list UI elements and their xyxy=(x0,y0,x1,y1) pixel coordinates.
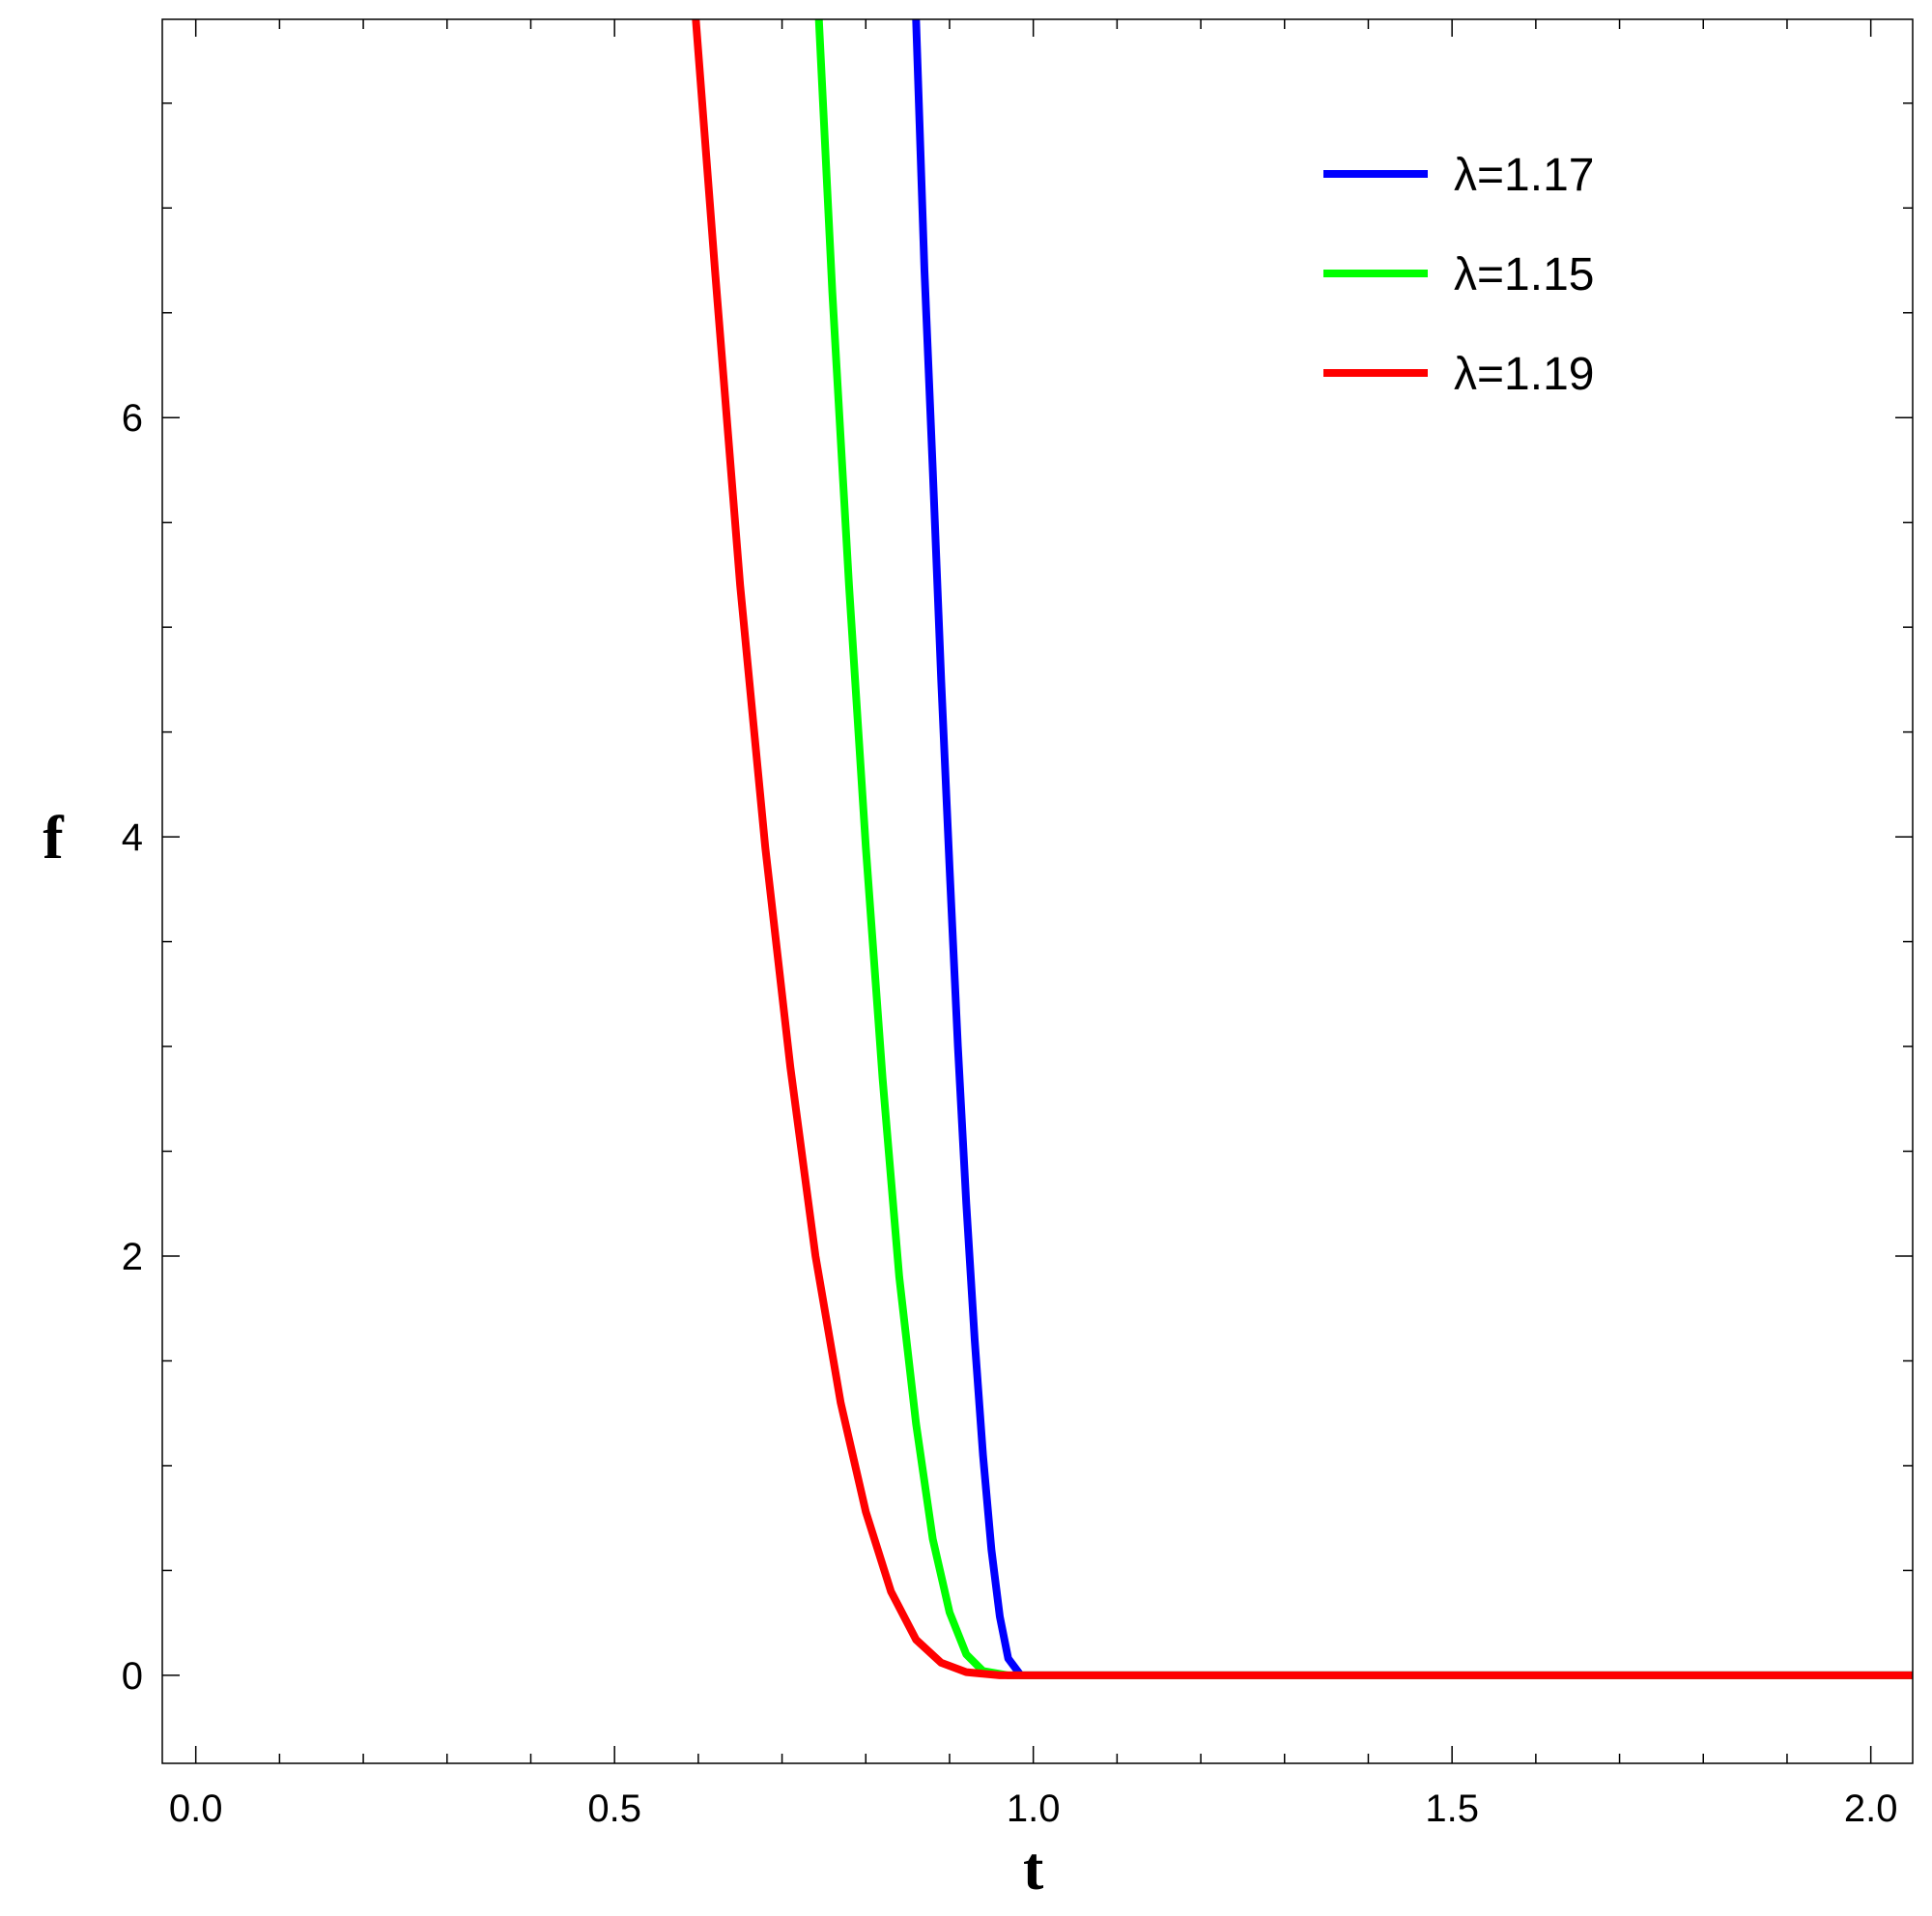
x-tick-label: 2.0 xyxy=(1844,1787,1898,1830)
y-tick-label: 4 xyxy=(122,816,143,859)
series-line-1 xyxy=(912,19,1913,1679)
x-tick-label: 1.0 xyxy=(1007,1787,1061,1830)
y-tick-label: 2 xyxy=(122,1236,143,1278)
series-lines xyxy=(692,19,1913,1679)
x-axis-label: t xyxy=(1023,1834,1044,1902)
axis-ticks xyxy=(162,19,1913,1763)
tick-labels: 0.0 0.5 1.0 1.5 2.0 0 2 4 6 xyxy=(122,397,1898,1830)
y-tick-label: 6 xyxy=(122,397,143,440)
x-tick-label: 1.5 xyxy=(1425,1787,1479,1830)
legend-label: λ=1.19 xyxy=(1454,349,1594,400)
series-line-3 xyxy=(692,19,1913,1679)
x-tick-label: 0.0 xyxy=(169,1787,223,1830)
y-axis-label: f xyxy=(43,803,64,872)
y-tick-label: 0 xyxy=(122,1655,143,1698)
legend-label: λ=1.17 xyxy=(1454,150,1594,201)
x-tick-label: 0.5 xyxy=(587,1787,641,1830)
legend-label: λ=1.15 xyxy=(1454,249,1594,300)
plot-frame xyxy=(161,18,1914,1764)
legend: λ=1.17 λ=1.15 λ=1.19 xyxy=(1323,150,1594,400)
